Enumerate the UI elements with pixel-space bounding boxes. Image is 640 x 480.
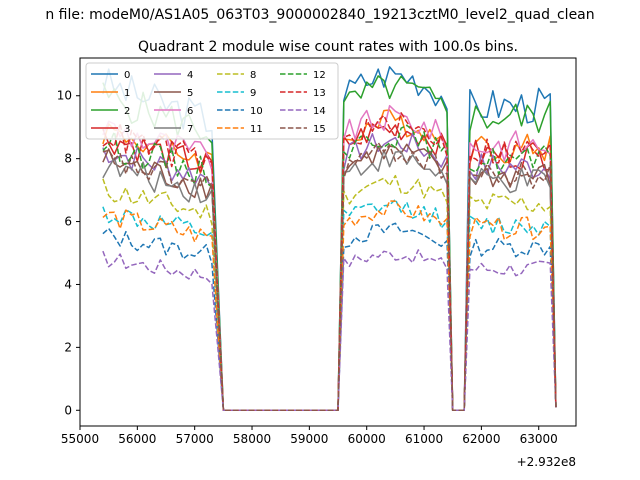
x-tick-label: 60000: [348, 432, 386, 446]
x-tick-label: 57000: [176, 432, 214, 446]
legend-label-8: 8: [250, 70, 256, 81]
series-line-14: [102, 249, 557, 412]
series-line-12: [102, 124, 557, 412]
series-line-11: [102, 200, 557, 412]
y-tick-label: 10: [57, 89, 72, 103]
x-tick-label: 61000: [405, 432, 443, 446]
legend-label-4: 4: [187, 70, 193, 81]
series-line-1: [102, 109, 557, 412]
legend-label-12: 12: [313, 70, 326, 81]
legend-label-1: 1: [124, 88, 130, 99]
legend-label-7: 7: [187, 124, 193, 135]
legend-label-10: 10: [250, 106, 263, 117]
series-line-5: [102, 143, 557, 412]
x-tick-label: 58000: [233, 432, 271, 446]
chart-title: Quadrant 2 module wise count rates with …: [138, 39, 518, 55]
legend-label-5: 5: [187, 88, 193, 99]
series-line-10: [102, 222, 557, 412]
y-tick-label: 4: [64, 277, 72, 291]
legend-label-6: 6: [187, 106, 193, 117]
legend-label-9: 9: [250, 88, 256, 99]
y-tick-label: 2: [64, 340, 72, 354]
y-axis: 0 2 4 6 8 10: [57, 89, 80, 417]
y-tick-label: 6: [64, 215, 72, 229]
legend-label-13: 13: [313, 88, 326, 99]
legend-label-11: 11: [250, 124, 263, 135]
legend-label-14: 14: [313, 106, 326, 117]
y-tick-label: 8: [64, 152, 72, 166]
x-tick-label: 62000: [462, 432, 500, 446]
legend-label-0: 0: [124, 70, 130, 81]
y-tick-label: 0: [64, 403, 72, 417]
x-tick-label: 63000: [520, 432, 558, 446]
series-line-9: [102, 198, 557, 412]
legend-label-3: 3: [124, 124, 130, 135]
series-line-3: [102, 123, 557, 412]
chart-suptitle: n file: modeM0/AS1A05_063T03_9000002840_…: [45, 7, 594, 23]
x-axis: 55000 56000 57000 58000 59000 60000 61000 62000…: [61, 426, 558, 446]
series-line-8: [102, 174, 557, 412]
legend-box: [85, 62, 339, 140]
x-tick-label: 55000: [61, 432, 99, 446]
x-tick-label: 56000: [118, 432, 156, 446]
series-line-7: [102, 149, 557, 412]
x-offset-label: +2.932e8: [517, 455, 576, 469]
legend-label-2: 2: [124, 106, 130, 117]
axes-frame: [79, 57, 577, 427]
x-tick-label: 59000: [290, 432, 328, 446]
legend-label-15: 15: [313, 124, 326, 135]
series-line-15: [102, 141, 557, 412]
series-line-13: [102, 112, 557, 412]
